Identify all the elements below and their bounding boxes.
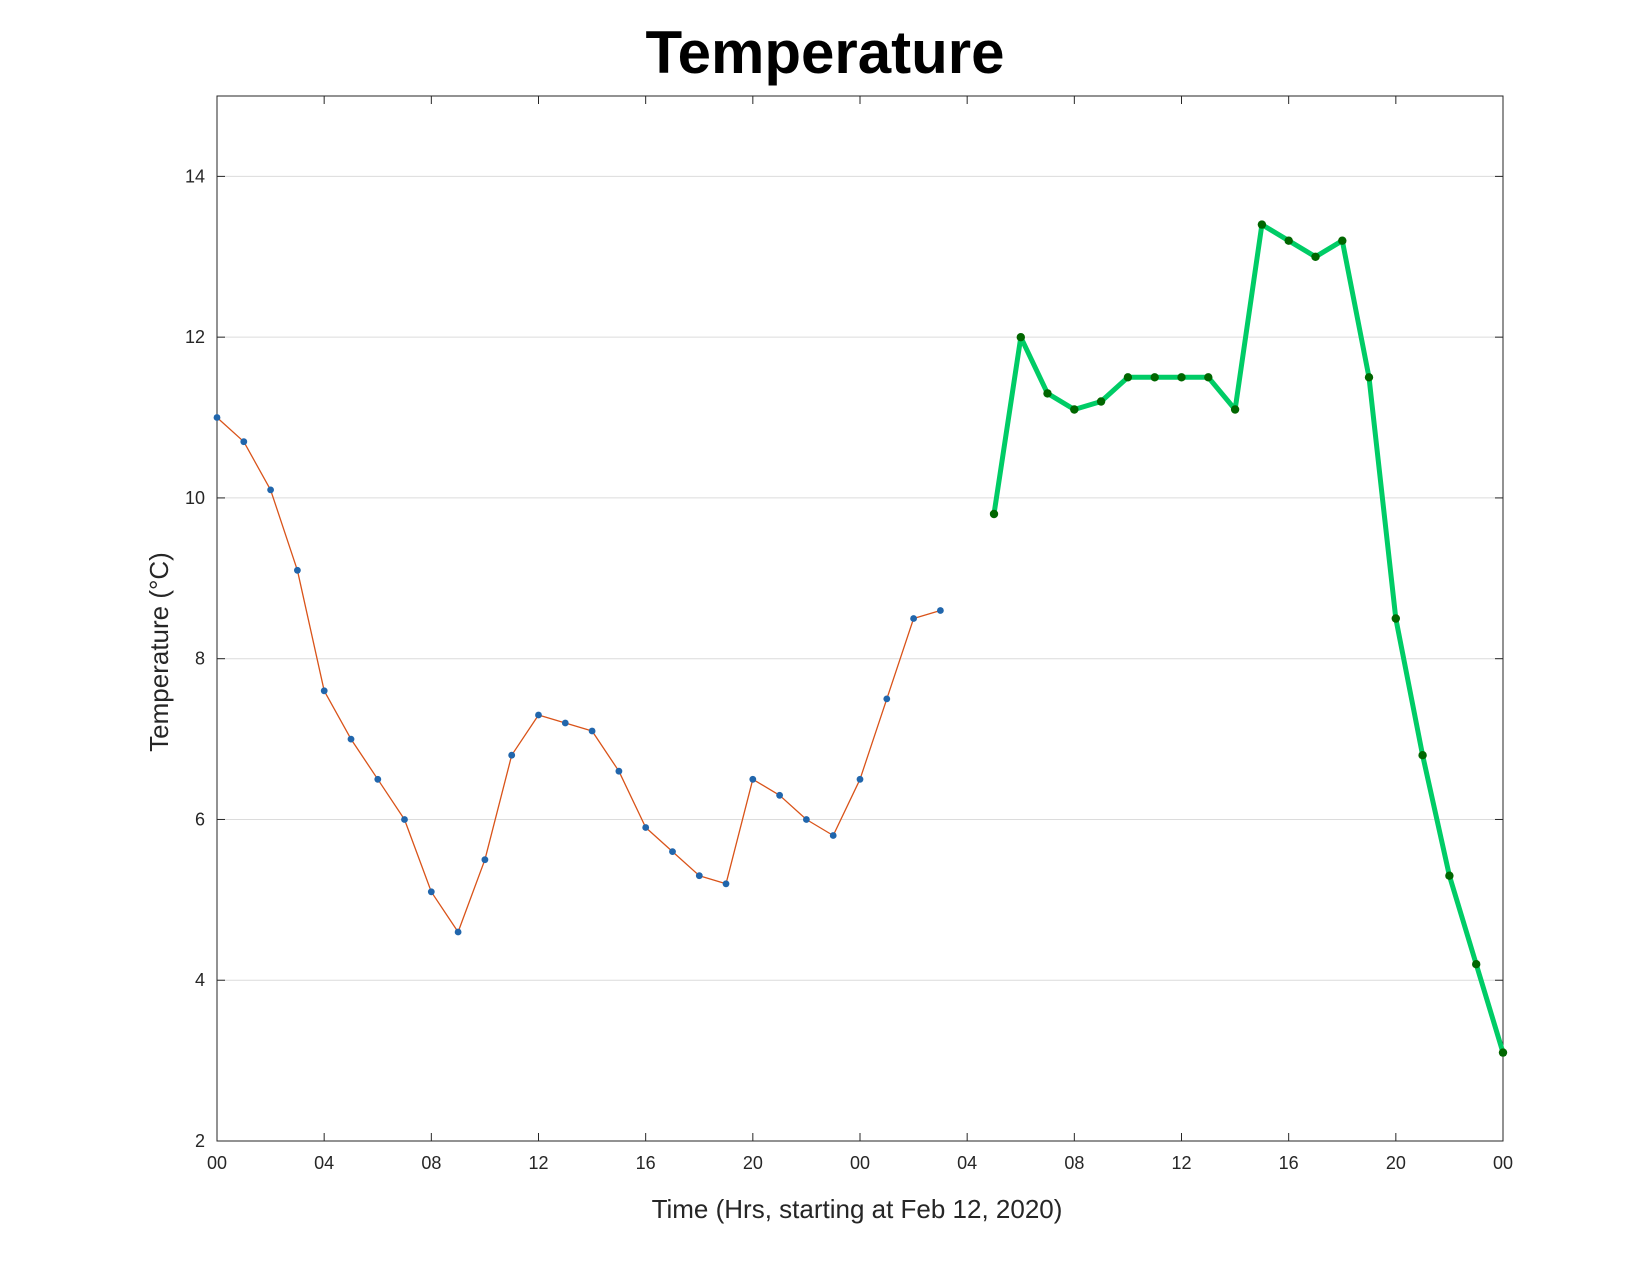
series-1-point — [883, 695, 891, 703]
x-tick-label: 16 — [636, 1153, 656, 1173]
x-tick-label: 04 — [314, 1153, 334, 1173]
grid-lines — [217, 175, 1503, 981]
series-2-point — [1284, 236, 1293, 245]
series-2-point — [1445, 871, 1454, 880]
series-2-point — [1204, 373, 1213, 382]
series-2-point — [1338, 236, 1347, 245]
axis-ticks: 2 4 6 8 10 12 14 00 04 08 12 16 20 00 04 08 12 16 20 00 — [185, 96, 1513, 1173]
x-tick-label: 00 — [1493, 1153, 1513, 1173]
y-tick-label: 14 — [185, 166, 205, 186]
series-1-point — [535, 711, 542, 719]
series-1-point — [427, 888, 435, 896]
y-tick-label: 2 — [195, 1131, 205, 1151]
x-tick-label: 00 — [207, 1153, 227, 1173]
series-2-point — [1364, 373, 1374, 382]
series-2-point — [1391, 614, 1401, 623]
series-1-point — [320, 687, 328, 695]
series-line-1 — [216, 416, 942, 933]
x-tick-label: 04 — [957, 1153, 977, 1173]
x-tick-label: 16 — [1279, 1153, 1299, 1173]
series-2-point — [1177, 373, 1186, 382]
series-1-point — [803, 816, 810, 823]
series-1-point — [642, 824, 650, 831]
series-2-point — [1230, 405, 1240, 414]
series-1-point — [829, 832, 837, 839]
series-1-point — [374, 775, 382, 783]
series-1-point — [669, 848, 676, 855]
series-2-point — [1257, 220, 1267, 229]
y-tick-label: 10 — [185, 488, 205, 508]
series-1-point — [588, 727, 596, 735]
series-1-point — [401, 816, 408, 823]
series-1-point — [856, 775, 864, 783]
x-tick-label: 00 — [850, 1153, 870, 1173]
series-1-point — [240, 438, 248, 446]
series-2-point — [1150, 373, 1159, 382]
series-1-point — [695, 872, 703, 880]
series-2-point — [1498, 1048, 1508, 1057]
series-1-point — [776, 791, 783, 799]
series-2-point — [1070, 405, 1079, 414]
y-tick-label: 12 — [185, 327, 205, 347]
series-1-point — [722, 880, 730, 888]
series-2-point — [1123, 373, 1133, 382]
series-1-point — [937, 607, 944, 614]
y-tick-label: 8 — [195, 649, 205, 669]
series-1-point — [294, 566, 301, 574]
series-1-point — [561, 719, 569, 727]
x-axis-label: Time (Hrs, starting at Feb 12, 2020) — [652, 1194, 1063, 1224]
y-tick-label: 4 — [195, 970, 205, 990]
series-2-point — [989, 509, 999, 519]
series-1-point — [508, 751, 516, 759]
series-2-point — [1418, 751, 1427, 760]
series-1-point — [910, 615, 917, 622]
series-2-point — [1311, 252, 1320, 261]
x-tick-label: 08 — [1064, 1153, 1084, 1173]
series-1-point — [213, 414, 221, 421]
y-tick-label: 6 — [195, 809, 205, 829]
x-tick-label: 20 — [1386, 1153, 1406, 1173]
chart-title: Temperature — [645, 19, 1004, 86]
series-1-point — [481, 856, 489, 864]
x-tick-label: 12 — [528, 1153, 548, 1173]
series-2-point — [1472, 960, 1481, 969]
series-2-point — [1096, 397, 1106, 406]
series-1-point — [267, 486, 274, 494]
series-1-point — [749, 775, 757, 783]
y-axis-label: Temperature (°C) — [144, 552, 174, 752]
series-1-point — [454, 928, 462, 936]
series-group — [213, 220, 1508, 1057]
series-1-point — [347, 735, 355, 743]
x-tick-label: 12 — [1171, 1153, 1191, 1173]
series-2-point — [1016, 333, 1025, 342]
series-2-point — [1043, 389, 1052, 398]
x-tick-label: 20 — [743, 1153, 763, 1173]
x-tick-label: 08 — [421, 1153, 441, 1173]
series-1-point — [615, 767, 623, 775]
series-line-2 — [991, 222, 1506, 1056]
